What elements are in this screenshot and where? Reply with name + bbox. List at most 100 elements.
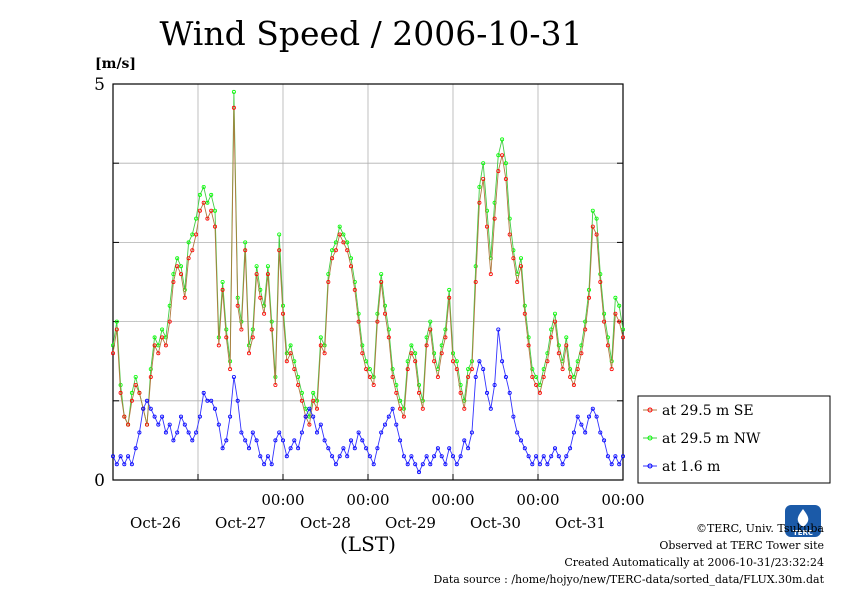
data-point bbox=[420, 462, 425, 467]
data-point bbox=[398, 406, 403, 411]
data-point bbox=[122, 462, 127, 467]
data-point bbox=[194, 216, 199, 221]
data-point bbox=[190, 248, 195, 253]
data-point bbox=[224, 438, 229, 443]
data-point bbox=[144, 398, 149, 403]
data-point bbox=[216, 343, 221, 348]
data-point bbox=[496, 169, 501, 174]
data-point bbox=[477, 359, 482, 364]
data-point bbox=[333, 462, 338, 467]
x-tick-time-label: 00:00 bbox=[346, 491, 389, 509]
data-point bbox=[209, 192, 214, 197]
data-point bbox=[450, 359, 455, 364]
data-point bbox=[522, 311, 527, 316]
data-point bbox=[216, 422, 221, 427]
data-point bbox=[575, 367, 580, 372]
data-point bbox=[126, 454, 131, 459]
data-point bbox=[197, 208, 202, 213]
x-axis-label: (LST) bbox=[340, 532, 396, 556]
data-point bbox=[352, 446, 357, 451]
data-point bbox=[568, 446, 573, 451]
data-point bbox=[330, 256, 335, 261]
data-point bbox=[556, 454, 561, 459]
data-point bbox=[458, 454, 463, 459]
data-point bbox=[250, 335, 255, 340]
data-point bbox=[500, 359, 505, 364]
data-point bbox=[443, 335, 448, 340]
series-1 bbox=[111, 89, 626, 427]
data-point bbox=[360, 351, 365, 356]
data-point bbox=[288, 343, 293, 348]
data-point bbox=[613, 295, 618, 300]
data-point bbox=[556, 351, 561, 356]
data-point bbox=[481, 176, 486, 181]
footer-observed: Observed at TERC Tower site bbox=[659, 539, 824, 552]
data-point bbox=[413, 359, 418, 364]
data-point bbox=[269, 327, 274, 332]
series-line bbox=[112, 329, 624, 474]
data-point bbox=[503, 176, 508, 181]
data-point bbox=[277, 232, 282, 237]
data-point bbox=[477, 184, 482, 189]
data-point bbox=[560, 367, 565, 372]
data-point bbox=[496, 327, 501, 332]
data-point bbox=[454, 462, 459, 467]
data-point bbox=[201, 200, 206, 205]
data-point bbox=[273, 438, 278, 443]
data-point bbox=[239, 327, 244, 332]
data-point bbox=[360, 343, 365, 348]
data-point bbox=[299, 398, 304, 403]
data-point bbox=[224, 327, 229, 332]
data-point bbox=[579, 422, 584, 427]
data-point bbox=[228, 414, 233, 419]
data-point bbox=[424, 343, 429, 348]
data-point bbox=[530, 374, 535, 379]
data-point bbox=[220, 287, 225, 292]
data-point bbox=[602, 438, 607, 443]
data-point bbox=[447, 287, 452, 292]
data-point bbox=[284, 351, 289, 356]
data-point bbox=[564, 343, 569, 348]
data-point bbox=[617, 462, 622, 467]
data-point bbox=[178, 272, 183, 277]
data-point bbox=[564, 454, 569, 459]
data-point bbox=[432, 351, 437, 356]
data-point bbox=[579, 351, 584, 356]
data-point bbox=[258, 454, 263, 459]
data-point bbox=[307, 422, 312, 427]
data-point bbox=[435, 374, 440, 379]
data-point bbox=[371, 462, 376, 467]
data-point bbox=[171, 438, 176, 443]
data-point bbox=[190, 438, 195, 443]
x-tick-date-label: Oct-27 bbox=[215, 514, 266, 532]
data-point bbox=[598, 430, 603, 435]
data-point bbox=[458, 390, 463, 395]
data-point bbox=[617, 303, 622, 308]
data-point bbox=[262, 311, 267, 316]
legend-marker bbox=[647, 463, 653, 469]
data-point bbox=[583, 327, 588, 332]
data-point bbox=[488, 272, 493, 277]
data-point bbox=[118, 390, 123, 395]
data-point bbox=[609, 367, 614, 372]
data-point bbox=[617, 319, 622, 324]
data-point bbox=[587, 414, 592, 419]
data-point bbox=[337, 454, 342, 459]
data-point bbox=[280, 311, 285, 316]
data-point bbox=[416, 390, 421, 395]
data-point bbox=[432, 454, 437, 459]
data-point bbox=[466, 374, 471, 379]
data-point bbox=[507, 232, 512, 237]
data-point bbox=[507, 390, 512, 395]
data-point bbox=[133, 382, 138, 387]
data-point bbox=[401, 414, 406, 419]
data-point bbox=[598, 279, 603, 284]
data-point bbox=[288, 446, 293, 451]
series-0 bbox=[111, 105, 626, 427]
data-point bbox=[163, 343, 168, 348]
data-point bbox=[492, 216, 497, 221]
svg-text:TERC: TERC bbox=[793, 529, 813, 537]
data-point bbox=[307, 406, 312, 411]
data-point bbox=[390, 406, 395, 411]
legend-label: at 1.6 m bbox=[662, 459, 720, 475]
